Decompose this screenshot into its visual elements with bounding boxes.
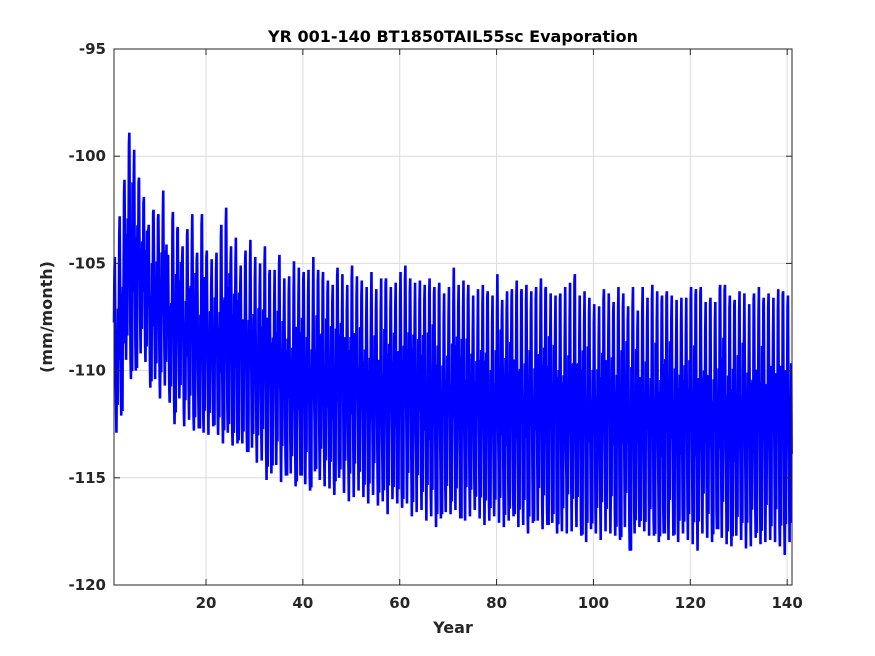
x-tick-label: 60 xyxy=(389,594,410,612)
axis-ticks: 20 40 60 80 100 120 140 -95 -100 -105 -110 -115 -120 xyxy=(68,40,802,612)
axes-box xyxy=(113,48,793,586)
x-tick-label: 120 xyxy=(675,594,706,612)
evaporation-line xyxy=(112,132,793,555)
x-tick-label: 40 xyxy=(292,594,313,612)
y-tick-label: -110 xyxy=(68,362,106,380)
evaporation-series xyxy=(112,132,793,555)
chart-title: YR 001-140 BT1850TAIL55sc Evaporation xyxy=(267,27,638,46)
y-tick-label: -105 xyxy=(68,254,106,272)
y-tick-label: -120 xyxy=(68,576,106,594)
x-tick-label: 140 xyxy=(772,594,803,612)
x-tick-label: 100 xyxy=(578,594,609,612)
y-tick-label: -115 xyxy=(68,469,106,487)
x-tick-label: 80 xyxy=(486,594,507,612)
y-axis-label: (mm/month) xyxy=(37,261,56,373)
y-tick-label: -100 xyxy=(68,147,106,165)
x-tick-label: 20 xyxy=(196,594,217,612)
x-axis-label: Year xyxy=(432,618,473,637)
y-tick-label: -95 xyxy=(79,40,106,58)
